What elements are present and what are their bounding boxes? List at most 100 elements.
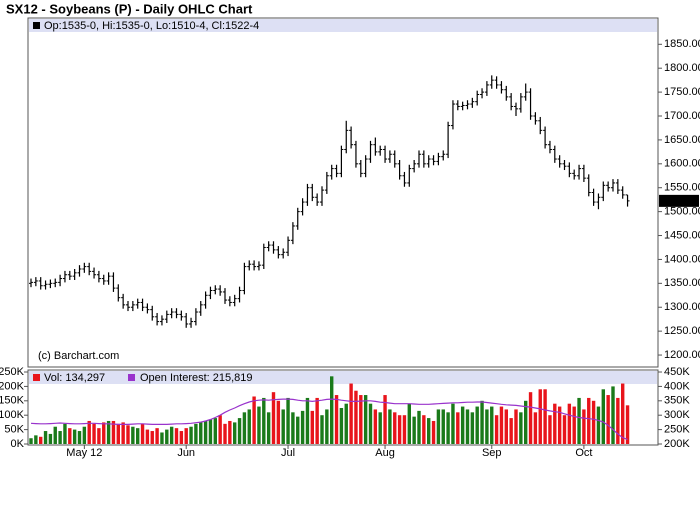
y-tick-label: 0K [11, 438, 25, 450]
volume-bar [388, 409, 392, 444]
header-strip [29, 19, 657, 32]
volume-bar [334, 395, 339, 444]
volume-bar [451, 403, 455, 444]
volume-bar [373, 409, 378, 444]
volume-bar [102, 422, 106, 444]
y-tick-label: 150K [0, 395, 25, 407]
copyright: (c) Barchart.com [38, 350, 119, 362]
volume-panel [27, 369, 659, 446]
volume-bar [412, 416, 416, 444]
volume-bar [208, 419, 213, 444]
volume-bar [557, 406, 562, 444]
last-price-label: 1522-4 [662, 195, 696, 207]
volume-bar [300, 410, 305, 444]
volume-bar [121, 422, 125, 444]
volume-bar [184, 428, 188, 444]
volume-bar [276, 400, 281, 444]
y2-tick-label: 450K [664, 366, 690, 378]
volume-bar [422, 415, 426, 444]
y-tick-label: 1400.00 [664, 253, 700, 265]
y-tick-label: 1450.00 [664, 229, 700, 241]
volume-bar [291, 412, 295, 444]
volume-bar [48, 433, 53, 444]
volume-bar [242, 412, 247, 444]
volume-bar [72, 429, 77, 444]
volume-bar [320, 415, 324, 444]
x-tick-label: Aug [375, 447, 395, 459]
volume-bar [77, 431, 82, 444]
y2-tick-label: 350K [664, 395, 690, 407]
volume-bar [179, 431, 184, 444]
y-tick-label: 50K [4, 424, 24, 436]
volume-bar [165, 429, 169, 444]
x-tick-label: Jul [281, 447, 295, 459]
volume-bar [140, 423, 145, 444]
volume-bar [378, 412, 382, 444]
y2-tick-label: 400K [664, 380, 690, 392]
volume-bar [528, 392, 533, 444]
y-tick-label: 1500.00 [664, 206, 700, 218]
volume-bar [465, 409, 470, 444]
volume-bar [145, 429, 150, 444]
volume-bar [286, 397, 290, 444]
volume-bar [82, 426, 87, 444]
volume-bar [305, 397, 310, 444]
volume-bar [601, 389, 605, 444]
x-tick-label: Sep [482, 447, 502, 459]
volume-bar [106, 420, 111, 444]
y-tick-label: 200K [0, 380, 25, 392]
volume-bar [131, 426, 135, 444]
volume-bar [538, 389, 542, 444]
volume-bar [548, 415, 552, 444]
volume-bar [43, 431, 48, 444]
last-price-box [659, 194, 699, 207]
volume-bar [34, 435, 38, 444]
volume-bar [368, 403, 373, 444]
volume-bar [480, 400, 484, 444]
header-marker [33, 22, 40, 29]
volume-bar [363, 395, 368, 444]
volume-bar [58, 431, 62, 444]
volume-bar [339, 408, 344, 444]
volume-bar [174, 428, 179, 444]
volume-bar [494, 415, 499, 444]
volume-bar [485, 409, 489, 444]
y-tick-label: 1650.00 [664, 134, 700, 146]
volume-bar [29, 438, 33, 444]
volume-bar [402, 415, 407, 444]
y2-tick-label: 250K [664, 424, 690, 436]
volume-bar [504, 409, 508, 444]
volume-bar [349, 383, 353, 444]
volume-bar [475, 406, 479, 444]
volume-bar [407, 403, 411, 444]
volume-bar [281, 409, 285, 444]
volume-bar [553, 403, 557, 444]
y-tick-label: 1850.00 [664, 38, 700, 50]
y-tick-label: 1300.00 [664, 301, 700, 313]
volume-bar [296, 416, 300, 444]
volume-bar [310, 410, 314, 444]
volume-bar [582, 409, 586, 444]
volume-bar [596, 406, 601, 444]
volume-bar [203, 420, 208, 444]
volume-bar [111, 420, 116, 444]
legend-swatch-oi [128, 374, 135, 381]
volume-bar [97, 428, 101, 444]
volume-bar [199, 422, 203, 444]
y-tick-label: 1600.00 [664, 158, 700, 170]
volume-bar [160, 432, 164, 444]
volume-bar [621, 383, 625, 444]
volume-bar [169, 426, 174, 444]
volume-bar [427, 418, 431, 444]
volume-bar [39, 436, 43, 444]
y2-tick-label: 200K [664, 438, 690, 450]
chart-title: SX12 - Soybeans (P) - Daily OHLC Chart [6, 1, 253, 16]
volume-bar [330, 376, 334, 444]
volume-bar [63, 423, 67, 444]
volume-bar [87, 420, 91, 444]
volume-bar [524, 400, 528, 444]
volume-bar [126, 425, 130, 444]
volume-bar [519, 412, 523, 444]
y-tick-label: 1550.00 [664, 182, 700, 194]
